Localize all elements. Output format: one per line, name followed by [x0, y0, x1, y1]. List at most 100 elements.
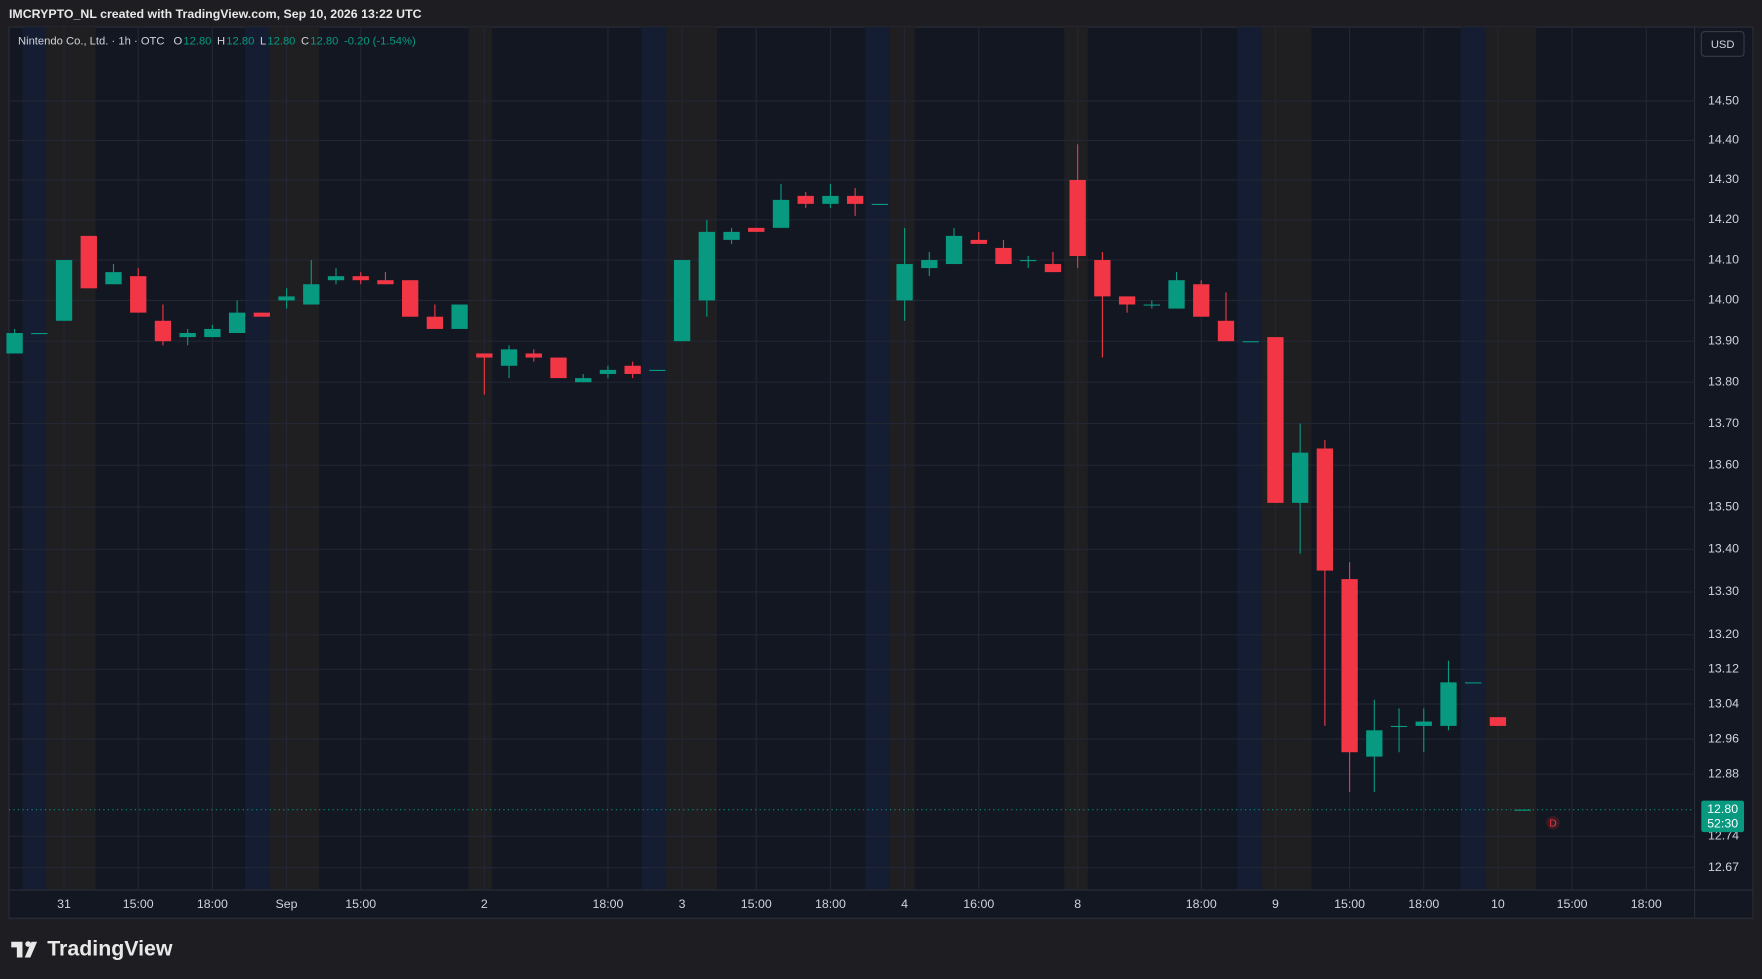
legend-value: 12.80	[183, 36, 211, 48]
candle-body	[303, 284, 320, 305]
candle-body	[1390, 725, 1408, 728]
candle-body	[748, 227, 765, 232]
candle-body	[1316, 448, 1334, 571]
last-price-label: 12.80	[1707, 802, 1738, 816]
candle-body	[1465, 682, 1482, 684]
candle-body	[797, 195, 814, 204]
candle-body	[377, 280, 394, 285]
x-tick-label: 31	[57, 897, 71, 911]
y-tick-label: 12.96	[1708, 731, 1739, 745]
x-tick-label: 16:00	[963, 897, 994, 911]
logo-icon	[11, 941, 38, 958]
candle-body	[179, 333, 196, 338]
candle-body	[6, 333, 23, 354]
y-tick-label: 13.60	[1708, 457, 1739, 471]
y-tick-label: 13.30	[1708, 584, 1739, 598]
candle-body	[1069, 179, 1086, 256]
candle-body	[1489, 717, 1507, 726]
candle-body	[1217, 320, 1235, 342]
candle-body	[1440, 682, 1457, 726]
legend-values: O 12.80 H 12.80 L 12.80 C 12.80 -0.20 (-1.54%)	[174, 36, 416, 48]
candle-body	[1044, 264, 1062, 273]
currency-button[interactable]	[1700, 31, 1745, 57]
legend-symbol: Nintendo Co., Ltd. · 1h · OTC	[18, 36, 165, 48]
x-tick-label: 18:00	[1631, 897, 1662, 911]
candle-body	[1143, 304, 1160, 306]
x-tick-label: 2	[481, 897, 488, 911]
x-tick-label: 18:00	[815, 897, 846, 911]
candle-body	[945, 235, 963, 265]
postmarket-band	[889, 27, 915, 891]
header-text: IMCRYPTO_NL created with TradingView.com…	[9, 7, 422, 21]
y-tick-label: 12.88	[1708, 766, 1739, 780]
candle-body	[451, 304, 468, 329]
candle-body	[402, 280, 419, 317]
candle-body	[599, 369, 617, 374]
candle-body	[1291, 452, 1309, 503]
logo-icon-dot	[25, 941, 31, 947]
axis-labels: 12.6712.7412.8812.9613.0413.1213.2013.30…	[57, 93, 1745, 911]
y-tick-label: 14.10	[1708, 252, 1739, 266]
candle-body	[1514, 809, 1531, 811]
postmarket-band	[46, 27, 96, 891]
candle-body	[649, 369, 666, 371]
y-tick-label: 14.00	[1708, 293, 1739, 307]
candle-body	[846, 195, 864, 204]
y-tick-label: 12.67	[1708, 860, 1739, 874]
candle-body	[575, 378, 592, 383]
y-tick-label: 13.80	[1708, 374, 1739, 388]
premarket-band	[22, 27, 47, 891]
premarket-band	[641, 27, 667, 891]
currency-label[interactable]: USD	[1711, 39, 1735, 51]
y-tick-label: 14.40	[1708, 133, 1739, 147]
candle-body	[525, 353, 542, 358]
candle-body	[278, 296, 295, 301]
candle-body	[822, 195, 839, 204]
x-tick-label: 18:00	[592, 897, 623, 911]
candle-body	[204, 328, 221, 338]
last-price-tag	[1701, 800, 1745, 833]
candle-body	[723, 231, 740, 240]
dividend-marker[interactable]	[1546, 815, 1560, 830]
x-tick-label: 9	[1272, 897, 1279, 911]
legend-value: 12.80	[226, 36, 254, 48]
candle-body	[500, 349, 518, 366]
legend-value: 12.80	[310, 36, 338, 48]
legend-key: C	[301, 36, 309, 48]
candle-body	[1020, 260, 1037, 262]
premarket-band	[865, 27, 890, 891]
candle-body	[426, 316, 444, 329]
x-tick-label: 18:00	[1186, 897, 1217, 911]
candles	[6, 144, 1695, 811]
candle-body	[228, 312, 246, 334]
premarket-band	[244, 27, 270, 891]
y-tick-label: 13.04	[1708, 696, 1739, 710]
candle-body	[970, 239, 987, 244]
premarket-band	[1237, 27, 1262, 891]
legend-key: L	[260, 36, 266, 48]
candle-body	[1415, 721, 1432, 726]
candle-body	[1341, 579, 1358, 753]
candle-body	[1267, 337, 1284, 503]
candle-body	[1168, 280, 1185, 309]
y-tick-label: 13.12	[1708, 662, 1739, 676]
logo: TradingView	[11, 936, 173, 960]
candle-body	[327, 276, 345, 281]
candle-body	[105, 272, 122, 285]
candle-body	[1118, 296, 1136, 305]
x-tick-label: 15:00	[123, 897, 154, 911]
x-tick-label: 10	[1491, 897, 1505, 911]
y-tick-label: 14.20	[1708, 212, 1739, 226]
y-tick-label: 13.20	[1708, 627, 1739, 641]
postmarket-band	[269, 27, 320, 891]
x-tick-label: 8	[1074, 897, 1081, 911]
legend-key: O	[174, 36, 183, 48]
y-tick-label: 13.90	[1708, 333, 1739, 347]
postmarket-band	[1064, 27, 1088, 891]
x-tick-label: Sep	[276, 897, 298, 911]
premarket-band	[1460, 27, 1486, 891]
dividend-marker-label[interactable]: D	[1549, 818, 1556, 829]
countdown-label: 52:30	[1707, 817, 1738, 831]
candle-body	[772, 199, 790, 228]
